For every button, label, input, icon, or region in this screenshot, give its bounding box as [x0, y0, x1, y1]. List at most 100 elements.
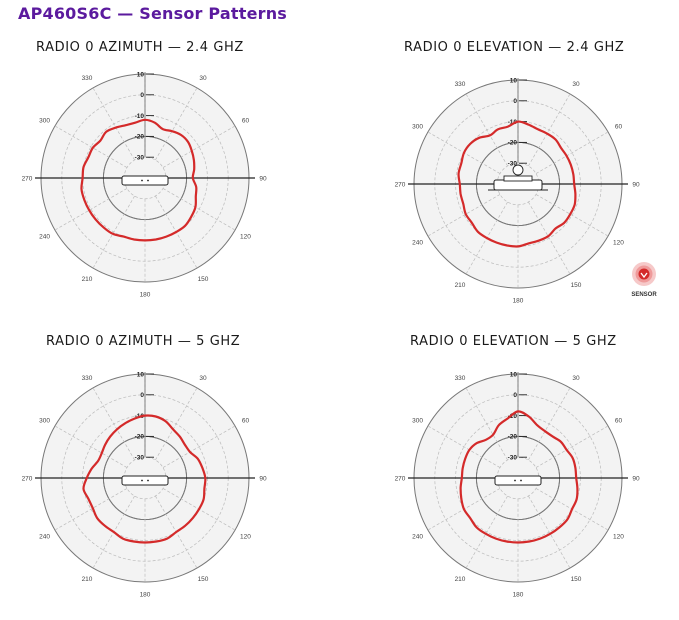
ring-label: -30	[135, 455, 145, 462]
grid-spoke	[54, 488, 128, 531]
grid-spoke	[92, 195, 135, 269]
polar-plot-elevation-2-4ghz: 10 0 -10 -20 -30 330 30 300 60 270 90 240 120 210 150 1…	[395, 77, 658, 305]
angle-label: 300	[39, 118, 50, 125]
grid-spoke	[528, 93, 571, 167]
grid-spoke	[54, 188, 128, 231]
angle-label: 330	[455, 81, 466, 88]
grid-spoke	[465, 387, 508, 461]
angle-label: 60	[615, 124, 623, 131]
grid-spoke	[155, 387, 198, 461]
grid-spoke	[427, 194, 501, 237]
grid-spoke	[465, 93, 508, 167]
led-dot-icon	[141, 179, 143, 182]
access-point-top-icon	[121, 175, 169, 186]
angle-label: 240	[412, 240, 423, 247]
angle-label: 60	[615, 418, 623, 425]
angle-label: 270	[395, 182, 406, 189]
ring-label: 10	[510, 371, 518, 378]
grid-spoke	[535, 425, 609, 468]
ring-label: 0	[140, 92, 144, 99]
panel-title-elevation-2-4ghz: RADIO 0 ELEVATION — 2.4 GHZ	[404, 40, 625, 55]
access-point-top-icon	[121, 475, 169, 486]
access-point-mount-icon	[503, 175, 533, 182]
ring-label: 0	[513, 392, 517, 399]
angle-label: 270	[395, 476, 406, 483]
grid-spoke	[92, 87, 135, 161]
angle-label: 60	[242, 118, 250, 125]
angle-label: 60	[242, 418, 250, 425]
sensor-icon	[632, 262, 656, 286]
angle-label: 300	[39, 418, 50, 425]
grid-spoke	[535, 131, 609, 174]
ring-label: 10	[137, 71, 145, 78]
polar-plot-azimuth-2-4ghz: 10 0 -10 -20 -30 330 30 300 60 270 90 240 120 210 150 1…	[22, 71, 267, 299]
grid-spoke	[465, 495, 508, 569]
ring-label: 0	[140, 392, 144, 399]
led-dot-icon	[147, 179, 149, 182]
angle-label: 330	[455, 375, 466, 382]
angle-label: 30	[199, 375, 207, 382]
led-dot-icon	[147, 479, 149, 482]
ring-label: 0	[513, 98, 517, 105]
angle-label: 270	[22, 176, 33, 183]
mount-knob-icon	[512, 164, 524, 176]
ring-label: -20	[135, 434, 145, 441]
angle-label: 270	[22, 476, 33, 483]
radiation-pattern-curve	[459, 410, 579, 544]
ring-label: -30	[135, 155, 145, 162]
radiation-pattern-curve	[80, 118, 198, 242]
angle-label: 120	[613, 240, 624, 247]
angle-label: 120	[240, 534, 251, 541]
angle-label: 120	[240, 234, 251, 241]
grid-spoke	[427, 425, 501, 468]
grid-spoke	[54, 425, 128, 468]
angle-label: 300	[412, 124, 423, 131]
angle-label: 90	[632, 182, 640, 189]
angle-label: 180	[513, 298, 524, 305]
ring-label: -30	[508, 161, 518, 168]
angle-label: 300	[412, 418, 423, 425]
angle-label: 150	[571, 282, 582, 289]
panel-title-elevation-5ghz: RADIO 0 ELEVATION — 5 GHZ	[410, 334, 617, 349]
angle-label: 90	[632, 476, 640, 483]
ring-label: 10	[510, 77, 518, 84]
polar-plot-elevation-5ghz: 10 0 -10 -20 -30 330 30 300 60 270 90 240 120 210 150 1…	[395, 371, 640, 598]
radiation-pattern-curve	[82, 414, 207, 544]
ring-label: -10	[135, 113, 145, 120]
page-title: AP460S6C — Sensor Patterns	[18, 4, 288, 23]
angle-label: 240	[39, 234, 50, 241]
grid-spoke	[92, 387, 135, 461]
ring-label: -20	[508, 140, 518, 147]
grid-spoke	[528, 495, 571, 569]
angle-label: 330	[82, 75, 93, 82]
angle-label: 90	[259, 176, 267, 183]
angle-label: 150	[198, 576, 209, 583]
angle-label: 30	[199, 75, 207, 82]
ring-label: -10	[508, 119, 518, 126]
sensor-core	[638, 268, 650, 280]
angle-label: 240	[39, 534, 50, 541]
ring-label: -10	[508, 413, 518, 420]
angle-label: 30	[572, 375, 580, 382]
led-dot-icon	[520, 479, 522, 482]
access-point-side-icon	[493, 179, 543, 191]
angle-label: 210	[455, 576, 466, 583]
angle-label: 330	[82, 375, 93, 382]
sensor-label: SENSOR	[631, 292, 657, 298]
angle-label: 90	[259, 476, 267, 483]
led-dot-icon	[514, 479, 516, 482]
angle-label: 150	[198, 276, 209, 283]
grid-spoke	[528, 201, 571, 275]
angle-label: 180	[140, 292, 151, 299]
ring-label: -20	[135, 134, 145, 141]
angle-label: 210	[455, 282, 466, 289]
ring-label: -20	[508, 434, 518, 441]
led-dot-icon	[141, 479, 143, 482]
access-point-top-icon	[494, 475, 542, 486]
angle-label: 120	[613, 534, 624, 541]
grid-spoke	[162, 125, 236, 168]
grid-spoke	[535, 194, 609, 237]
grid-spoke	[155, 87, 198, 161]
radiation-pattern-curve	[457, 120, 577, 248]
